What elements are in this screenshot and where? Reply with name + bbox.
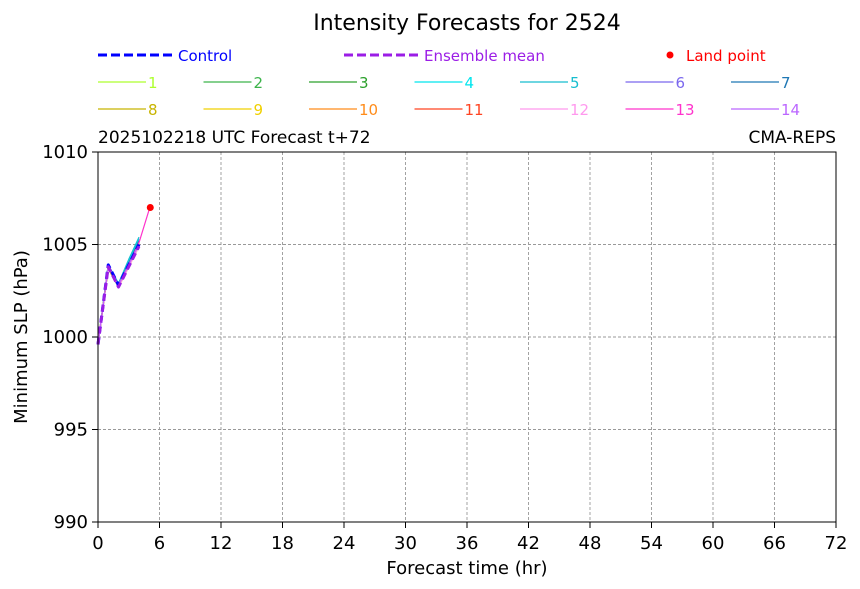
- legend-member-label: 3: [359, 74, 369, 92]
- y-tick-label: 1005: [42, 235, 88, 256]
- y-tick-label: 1010: [42, 142, 88, 163]
- x-tick-label: 6: [154, 533, 165, 554]
- legend-member-label: 11: [465, 101, 484, 119]
- legend-ensemble-mean-label: Ensemble mean: [424, 47, 545, 65]
- legend-member-label: 9: [254, 101, 264, 119]
- grid: [98, 152, 836, 522]
- x-tick-label: 30: [394, 533, 417, 554]
- y-tick-label: 995: [54, 420, 88, 441]
- y-tick-label: 1000: [42, 327, 88, 348]
- legend-member-label: 8: [148, 101, 158, 119]
- forecast-init-label: 2025102218 UTC Forecast t+72: [98, 128, 371, 148]
- x-tick-label: 72: [825, 533, 848, 554]
- legend-member-label: 7: [781, 74, 791, 92]
- legend-member-label: 6: [676, 74, 686, 92]
- x-tick-label: 18: [271, 533, 294, 554]
- x-tick-label: 48: [579, 533, 602, 554]
- series-line: [96, 245, 141, 345]
- legend-member-label: 10: [359, 101, 378, 119]
- legend-member-label: 1: [148, 74, 158, 92]
- legend-member-label: 2: [254, 74, 264, 92]
- axis-ticks: 0 6 12 18 24 30 36 42 48 54 60 66 72 990 995 1000 1005 10…: [42, 142, 847, 554]
- plot-frame: [97, 151, 837, 523]
- legend-land-point-label: Land point: [686, 47, 766, 65]
- legend-member-label: 13: [676, 101, 695, 119]
- legend-member-label: 5: [570, 74, 580, 92]
- x-tick-label: 12: [210, 533, 233, 554]
- chart-title: Intensity Forecasts for 2524: [313, 11, 621, 36]
- x-tick-label: 36: [456, 533, 479, 554]
- x-tick-label: 42: [517, 533, 540, 554]
- y-axis-label: Minimum SLP (hPa): [11, 250, 32, 424]
- legend-member-label: 14: [781, 101, 800, 119]
- land-point-marker: [146, 204, 154, 211]
- x-tick-label: 60: [702, 533, 725, 554]
- y-tick-label: 990: [54, 512, 88, 533]
- legend-control-label: Control: [178, 47, 232, 65]
- x-tick-label: 54: [640, 533, 663, 554]
- x-tick-label: 0: [92, 533, 103, 554]
- x-axis-label: Forecast time (hr): [386, 558, 547, 579]
- legend-land-point-marker: [666, 51, 674, 59]
- x-tick-label: 24: [333, 533, 356, 554]
- legend-member-label: 4: [465, 74, 475, 92]
- x-tick-label: 66: [763, 533, 786, 554]
- model-label: CMA-REPS: [748, 128, 836, 148]
- series-group: [96, 204, 154, 345]
- legend-member-label: 12: [570, 101, 589, 119]
